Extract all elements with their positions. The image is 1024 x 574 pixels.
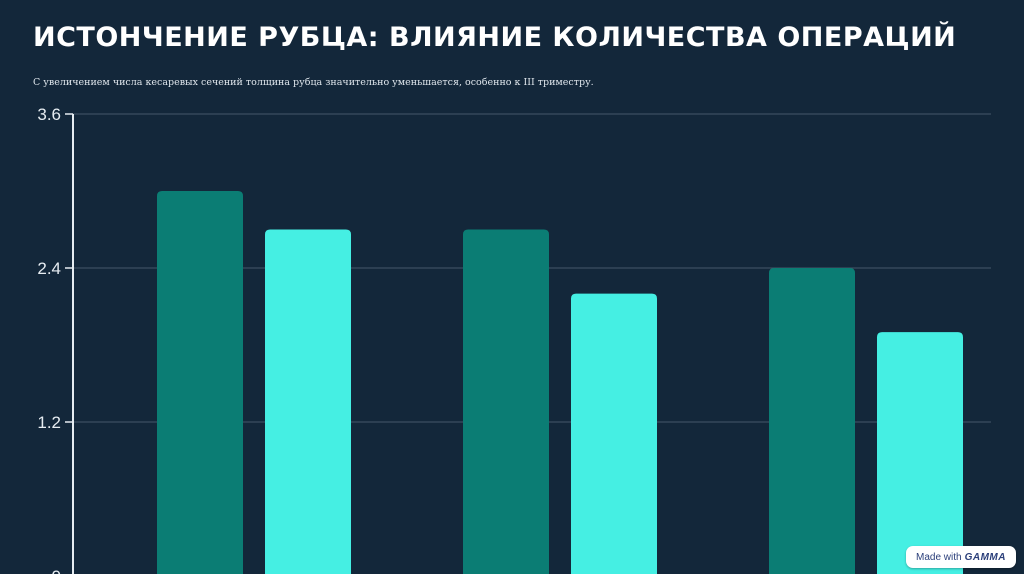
- badge-brand: GAMMA: [964, 551, 1006, 563]
- page-subtitle: С увеличением числа кесаревых сечений то…: [33, 77, 594, 88]
- y-tick-label: 1.2: [37, 413, 61, 432]
- made-with-gamma-badge[interactable]: Made with GAMMA: [906, 546, 1016, 568]
- bar-series-1-group-3: [769, 268, 855, 574]
- bar-series-1-group-2: [463, 229, 549, 574]
- y-tick-label: 0: [52, 567, 61, 574]
- y-tick-label: 3.6: [37, 105, 61, 124]
- bar-series-2-group-1: [265, 229, 351, 574]
- bar-series-2-group-3: [877, 332, 963, 574]
- bar-series-2-group-2: [571, 293, 657, 574]
- page-title: ИСТОНЧЕНИЕ РУБЦА: ВЛИЯНИЕ КОЛИЧЕСТВА ОПЕ…: [33, 22, 957, 53]
- y-tick-label: 2.4: [37, 259, 61, 278]
- bar-series-1-group-1: [157, 191, 243, 574]
- badge-prefix: Made with: [916, 551, 962, 563]
